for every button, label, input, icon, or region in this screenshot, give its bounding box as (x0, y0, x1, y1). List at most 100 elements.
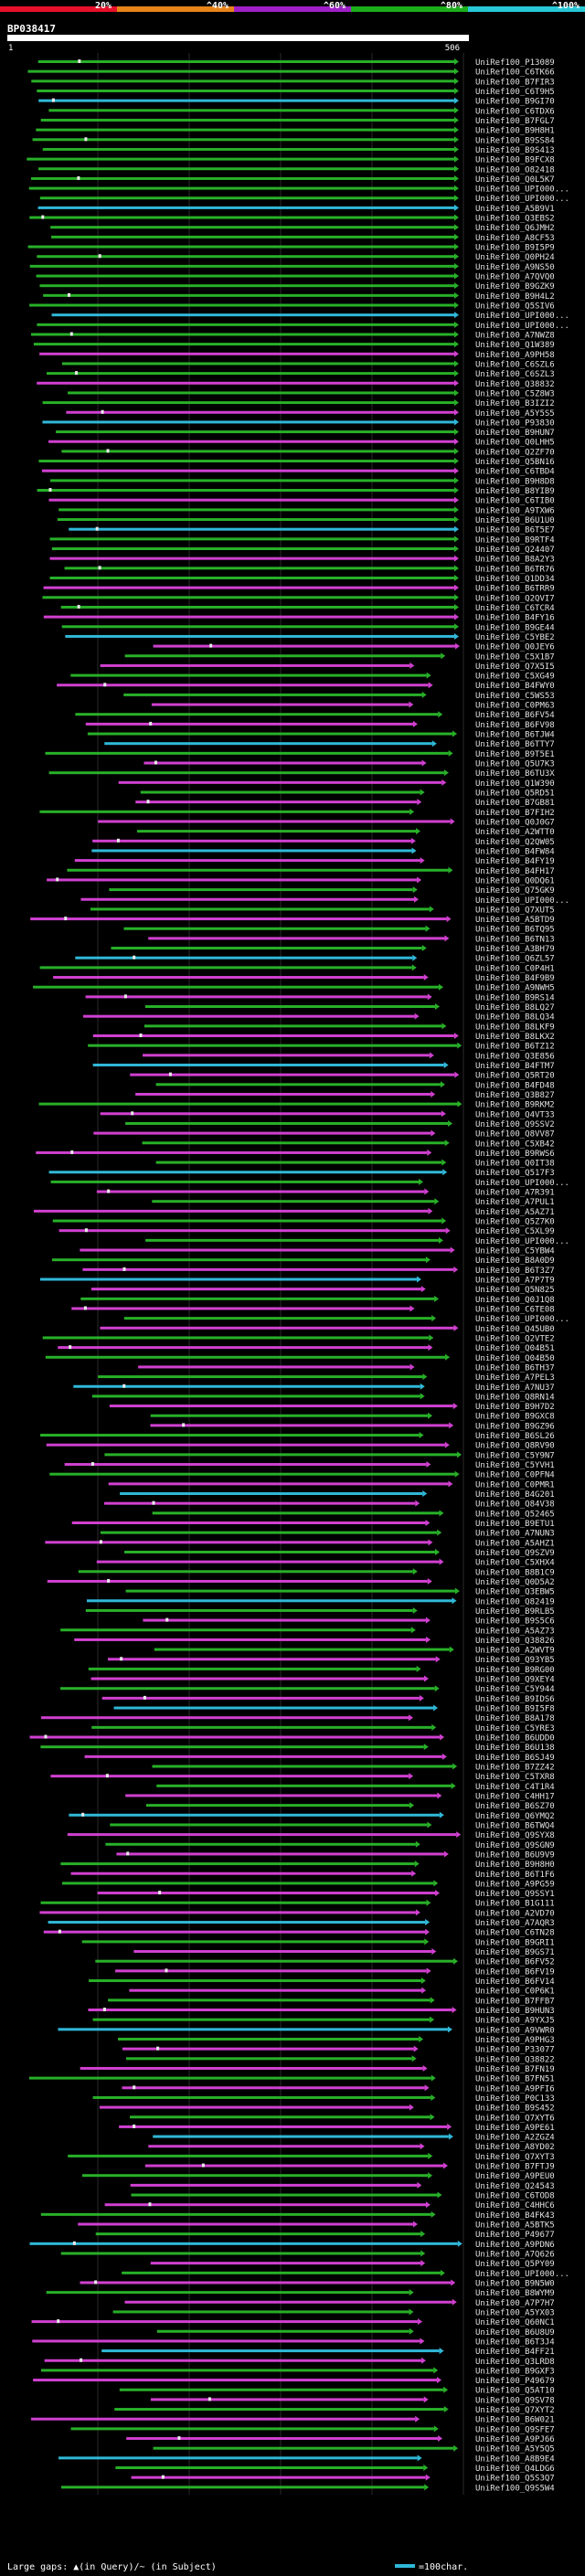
hit-bar-103 (143, 1054, 430, 1057)
hit-gap-85 (56, 877, 59, 882)
hit-arrow-21 (454, 253, 459, 260)
hit-arrow-201 (452, 2007, 457, 2013)
hit-bar-128 (80, 1297, 435, 1300)
hit-label-40: UniRef100_Q0LHH5 (475, 439, 555, 448)
hit-label-125: UniRef100_B6T3Z7 (475, 1267, 555, 1276)
hit-bar-139 (109, 1405, 453, 1408)
hit-label-20: UniRef100_B9I5P9 (475, 244, 555, 253)
hit-arrow-161 (425, 1617, 431, 1624)
hit-bar-61 (153, 644, 455, 648)
hit-label-132: UniRef100_Q2VTE2 (475, 1334, 555, 1343)
hit-arrow-35 (454, 389, 459, 397)
hit-arrow-68 (438, 711, 443, 718)
hit-arrow-5 (454, 97, 459, 104)
hit-label-196: UniRef100_B6FV52 (475, 1958, 555, 1967)
hit-bar-35 (68, 391, 454, 395)
hit-bar-160 (85, 1608, 413, 1612)
hit-arrow-49 (454, 525, 459, 533)
hit-bar-68 (75, 713, 439, 716)
hit-bar-2 (27, 69, 455, 73)
scale-label-1: 20% (95, 1, 112, 11)
hit-bar-246 (153, 2446, 454, 2450)
hit-gap-73 (154, 760, 157, 765)
hit-label-239: UniRef100_P49679 (475, 2377, 555, 2386)
hit-bar-77 (135, 800, 418, 804)
hit-label-12: UniRef100_O82418 (475, 165, 555, 175)
hit-label-75: UniRef100_Q1W390 (475, 779, 555, 789)
hit-label-168: UniRef100_C5Y944 (475, 1685, 555, 1694)
query-title: BP038417 (7, 23, 56, 35)
hit-gap-21 (98, 254, 101, 259)
hit-arrow-79 (450, 818, 455, 825)
hit-bar-174 (40, 1745, 424, 1749)
hit-bar-88 (90, 907, 430, 911)
hit-gap-81 (116, 838, 120, 843)
hit-arrow-113 (427, 1149, 432, 1156)
hit-bar-12 (37, 167, 454, 171)
hit-label-155: UniRef100_C5XHX4 (475, 1559, 555, 1568)
hit-label-136: UniRef100_A7PEL3 (475, 1373, 555, 1383)
hit-arrow-203 (447, 2026, 452, 2033)
hit-arrow-217 (442, 2162, 448, 2169)
hit-arrow-41 (454, 448, 459, 455)
hit-bar-220 (131, 2193, 438, 2197)
hit-bar-107 (135, 1092, 431, 1096)
hit-arrow-248 (423, 2465, 429, 2472)
hit-arrow-226 (420, 2250, 426, 2257)
hit-arrow-60 (454, 632, 459, 640)
hit-label-55: UniRef100_B6TRR9 (475, 585, 555, 594)
hit-arrow-175 (441, 1753, 447, 1760)
hit-bar-121 (58, 1229, 446, 1233)
hit-bar-134 (45, 1355, 446, 1359)
hit-gap-217 (201, 2163, 205, 2168)
hit-label-27: UniRef100_UPI000... (475, 312, 569, 321)
hit-label-181: UniRef100_Q6YMQ2 (475, 1812, 555, 1821)
hit-gap-89 (64, 917, 68, 921)
hit-bar-208 (29, 2076, 431, 2080)
hit-bar-22 (29, 264, 454, 268)
hit-bar-98 (144, 1005, 436, 1009)
hit-label-246: UniRef100_A5Y5Q5 (475, 2445, 555, 2454)
hit-arrow-106 (440, 1081, 445, 1088)
hit-gap-169 (143, 1695, 146, 1700)
scale-segment-3 (234, 6, 351, 12)
hit-arrow-17 (454, 214, 459, 221)
hit-bar-235 (32, 2339, 420, 2343)
hit-bar-119 (33, 1209, 429, 1213)
scale-segment-2 (117, 6, 234, 12)
hit-bar-56 (42, 596, 455, 599)
hit-label-79: UniRef100_Q0J0G7 (475, 818, 555, 827)
hit-label-163: UniRef100_Q38826 (475, 1637, 555, 1646)
hit-arrow-188 (433, 1880, 439, 1887)
hit-bar-222 (40, 2212, 431, 2216)
hit-bar-200 (108, 1998, 431, 2002)
hit-bar-232 (112, 2310, 410, 2314)
hit-label-15: UniRef100_UPI000... (475, 195, 569, 204)
hit-label-16: UniRef100_A5B9V1 (475, 205, 555, 214)
hit-arrow-207 (422, 2064, 428, 2072)
hit-arrow-176 (452, 1763, 458, 1770)
hit-bar-126 (39, 1277, 417, 1281)
hit-gap-25 (68, 292, 71, 297)
hit-label-56: UniRef100_Q2QVI7 (475, 594, 555, 603)
hit-bar-105 (130, 1073, 455, 1076)
hit-label-66: UniRef100_C5WS53 (475, 692, 555, 701)
hit-bar-137 (73, 1384, 420, 1388)
hit-arrow-165 (435, 1656, 441, 1663)
hit-bar-135 (138, 1365, 410, 1369)
hit-label-61: UniRef100_Q0JEY6 (475, 643, 555, 652)
hit-arrow-62 (441, 652, 446, 660)
hit-bar-213 (119, 2125, 448, 2128)
hit-arrow-140 (428, 1412, 433, 1419)
hit-bar-5 (38, 99, 454, 102)
hit-bar-79 (98, 820, 451, 823)
hit-label-9: UniRef100_B9SS84 (475, 136, 555, 145)
hit-arrow-14 (454, 185, 459, 192)
hit-label-142: UniRef100_B6SL26 (475, 1432, 555, 1441)
legend-scale-swatch (395, 2564, 415, 2568)
hit-bar-74 (48, 771, 444, 775)
hit-arrow-243 (415, 2415, 420, 2422)
hit-label-232: UniRef100_A5YX03 (475, 2308, 555, 2317)
hit-gap-213 (133, 2124, 136, 2128)
hit-label-214: UniRef100_A2ZGZ4 (475, 2134, 555, 2143)
